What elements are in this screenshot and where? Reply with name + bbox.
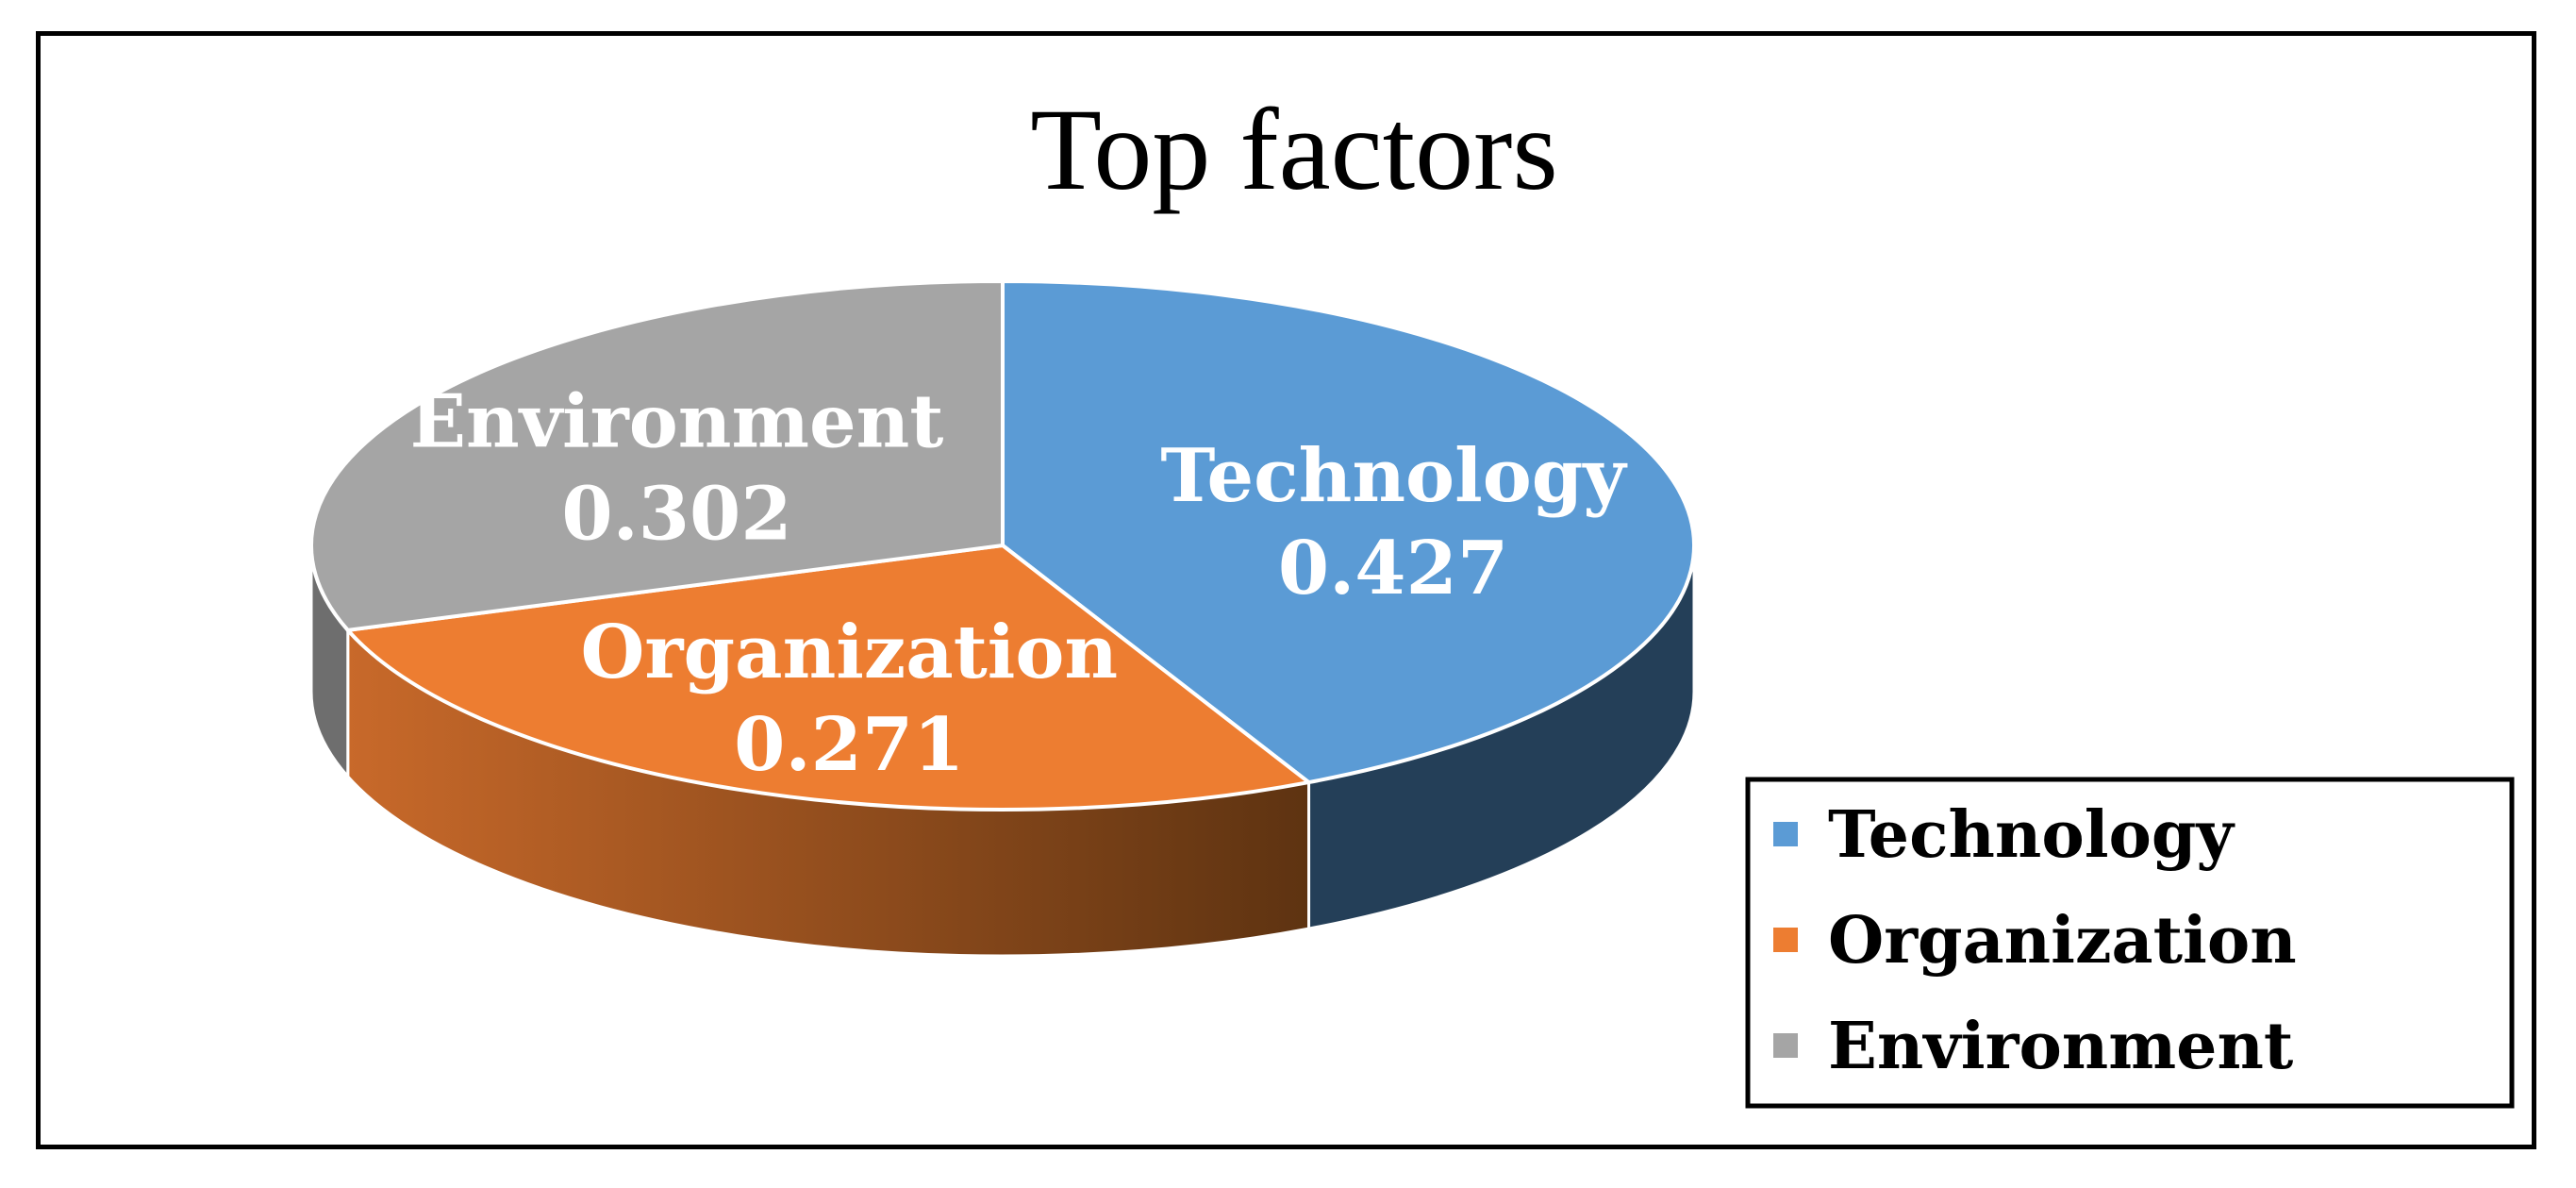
legend-swatch-technology — [1773, 822, 1798, 846]
legend-swatch-environment — [1773, 1033, 1798, 1058]
legend: Technology Organization Environment — [1745, 777, 2515, 1109]
pie-slice-organization — [345, 544, 1311, 812]
legend-label-organization: Organization — [1828, 903, 2297, 979]
data-label-value-environment: 0.302 — [561, 471, 791, 557]
data-label-value-technology: 0.427 — [1278, 526, 1508, 611]
legend-items: Technology Organization Environment — [1773, 797, 2297, 1084]
legend-box — [1745, 777, 2515, 1109]
pie-slice-environment — [309, 279, 1005, 632]
legend-label-technology: Technology — [1828, 797, 2235, 873]
data-label-name-environment: Environment — [410, 378, 944, 464]
data-label-value-organization: 0.271 — [734, 702, 964, 788]
slices-layer — [309, 279, 1696, 958]
legend-swatch-organization — [1773, 928, 1798, 952]
chart-title: Top factors — [1030, 85, 1557, 214]
data-label-name-organization: Organization — [580, 610, 1118, 695]
legend-label-environment: Environment — [1828, 1009, 2294, 1084]
data-label-name-technology: Technology — [1160, 433, 1628, 519]
pie-slice-technology — [1001, 279, 1696, 785]
